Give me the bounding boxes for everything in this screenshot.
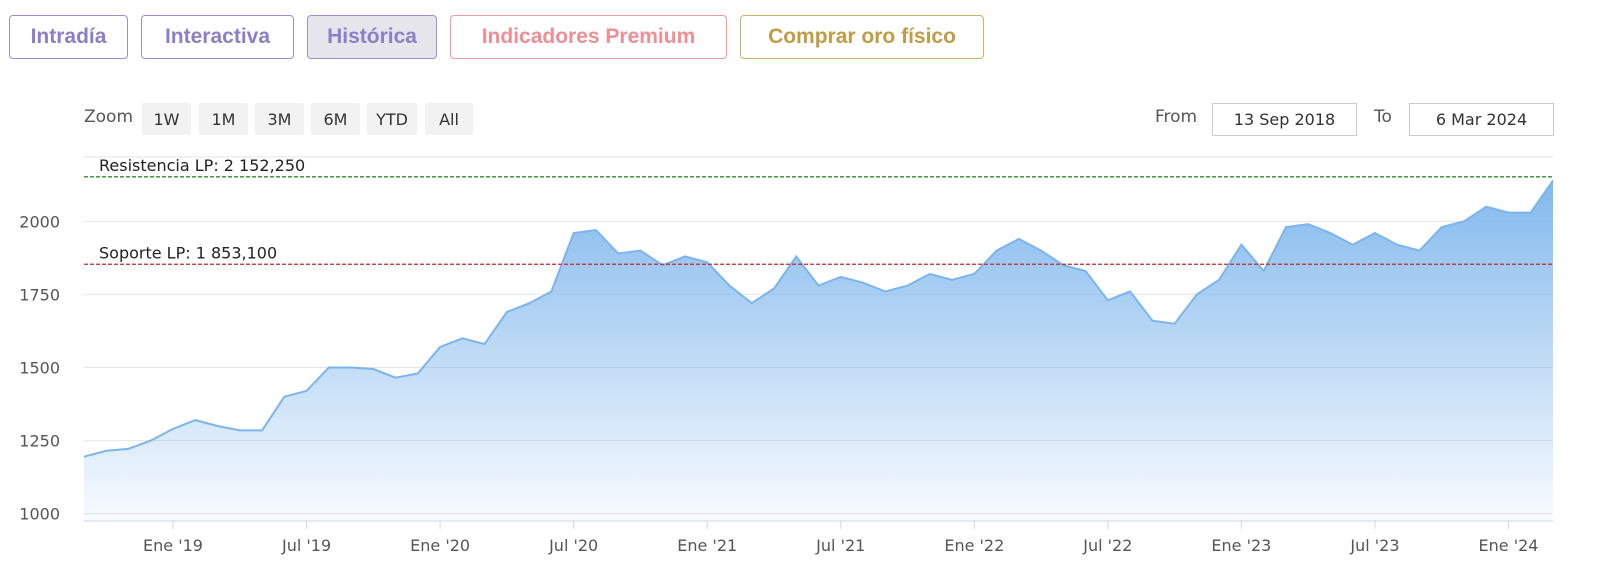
- x-tick-label: Jul '23: [1349, 536, 1399, 555]
- x-tick-label: Ene '22: [944, 536, 1004, 555]
- x-tick-label: Ene '20: [410, 536, 470, 555]
- x-tick-label: Ene '21: [677, 536, 737, 555]
- from-label: From: [1155, 107, 1198, 127]
- y-tick-label: 2000: [19, 212, 60, 231]
- zoom-button[interactable]: YTD: [367, 103, 417, 135]
- area: [84, 180, 1553, 521]
- x-tick-label: Ene '24: [1479, 536, 1539, 555]
- x-tick-label: Jul '22: [1082, 536, 1132, 555]
- zoom-label: Zoom: [84, 107, 134, 127]
- x-tick-label: Jul '20: [548, 536, 598, 555]
- tab-button[interactable]: Histórica: [307, 15, 437, 59]
- zoom-button[interactable]: 6M: [311, 103, 360, 135]
- plot-line-label: Soporte LP: 1 853,100: [99, 243, 277, 262]
- zoom-button[interactable]: 1M: [199, 103, 248, 135]
- y-tick-label: 1250: [19, 432, 60, 451]
- x-tick-label: Jul '19: [281, 536, 331, 555]
- y-tick-label: 1750: [19, 285, 60, 304]
- x-tick-label: Jul '21: [815, 536, 865, 555]
- y-tick-label: 1500: [19, 359, 60, 378]
- y-tick-label: 1000: [19, 505, 60, 524]
- tab-button[interactable]: Indicadores Premium: [450, 15, 727, 59]
- tab-button[interactable]: Comprar oro físico: [740, 15, 984, 59]
- tab-button[interactable]: Intradía: [9, 15, 128, 59]
- zoom-button[interactable]: 3M: [255, 103, 304, 135]
- zoom-button[interactable]: All: [425, 103, 473, 135]
- x-tick-label: Ene '23: [1211, 536, 1271, 555]
- to-label: To: [1374, 107, 1392, 127]
- x-tick-label: Ene '19: [143, 536, 203, 555]
- tab-button[interactable]: Interactiva: [141, 15, 294, 59]
- plot-line-label: Resistencia LP: 2 152,250: [99, 156, 305, 175]
- price-line: [83, 179, 1554, 458]
- zoom-button[interactable]: 1W: [142, 103, 191, 135]
- from-input[interactable]: 13 Sep 2018: [1212, 103, 1357, 136]
- to-input[interactable]: 6 Mar 2024: [1409, 103, 1554, 136]
